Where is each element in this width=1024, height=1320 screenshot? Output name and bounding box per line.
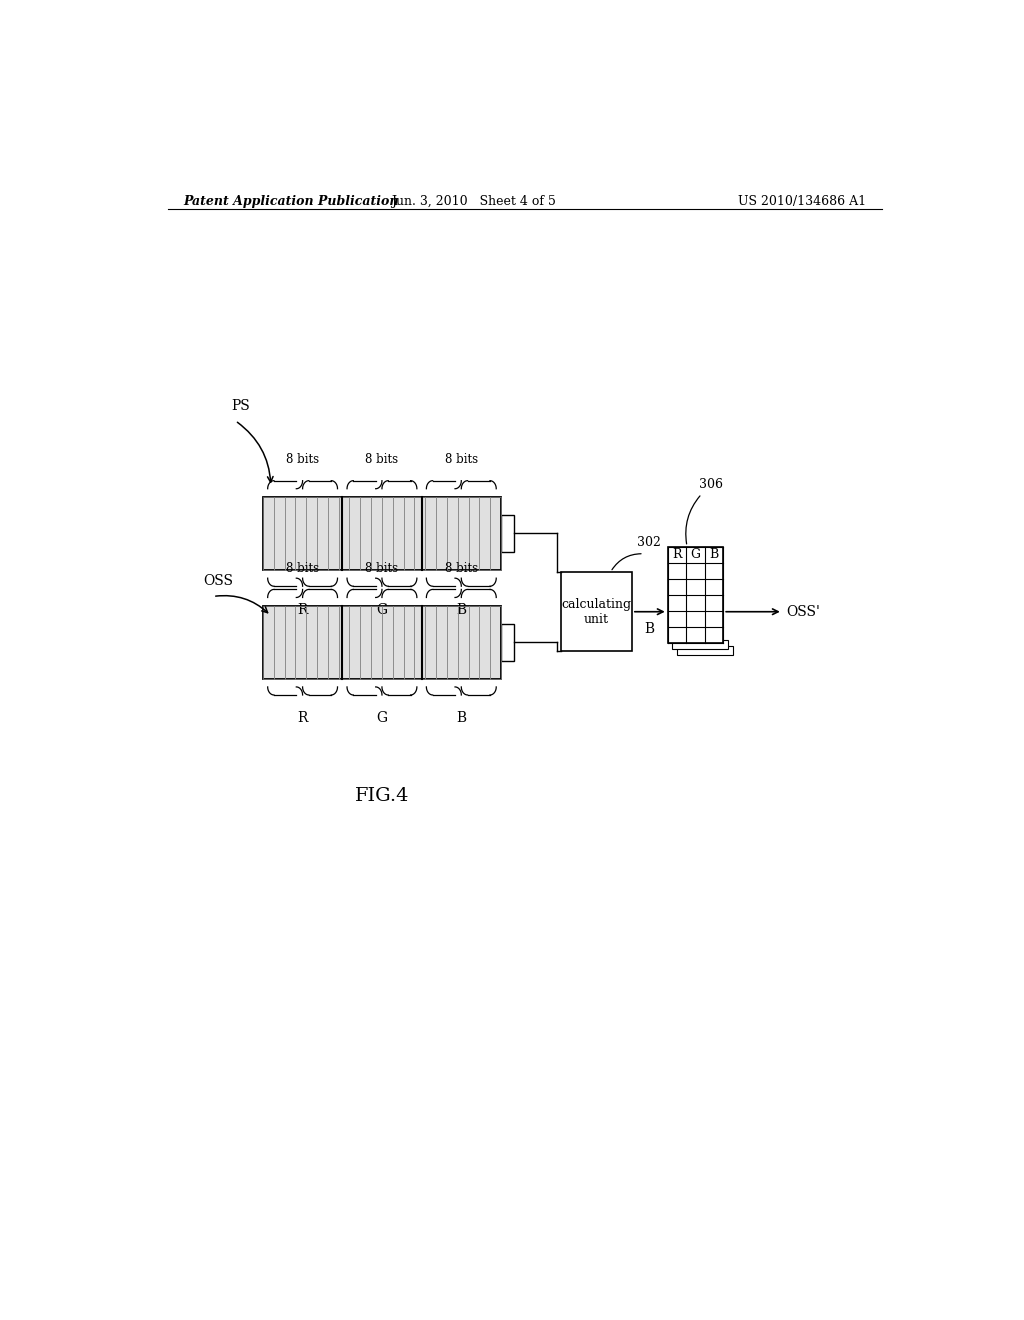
Bar (458, 496, 469, 570)
Bar (668, 627, 723, 643)
Text: R: R (297, 602, 308, 616)
Text: Jun. 3, 2010   Sheet 4 of 5: Jun. 3, 2010 Sheet 4 of 5 (391, 194, 556, 207)
Bar (285, 496, 295, 570)
Text: OSS: OSS (204, 574, 233, 589)
Bar (349, 496, 360, 570)
Bar (668, 611, 723, 627)
Bar (360, 606, 371, 678)
Bar (673, 640, 728, 649)
Bar (317, 496, 328, 570)
Bar (677, 645, 733, 656)
Bar (273, 496, 285, 570)
Bar (360, 496, 371, 570)
Bar (425, 606, 436, 678)
Text: PS: PS (231, 399, 250, 413)
Text: R: R (297, 711, 308, 725)
Bar (263, 606, 273, 678)
Text: R: R (672, 548, 682, 561)
Bar (403, 496, 415, 570)
Bar (425, 496, 436, 570)
Bar (339, 606, 349, 678)
Text: US 2010/134686 A1: US 2010/134686 A1 (738, 194, 866, 207)
Text: B: B (457, 711, 466, 725)
Bar (469, 606, 479, 678)
Text: 8 bits: 8 bits (366, 562, 398, 576)
Text: 302: 302 (638, 536, 662, 549)
Text: FIG.4: FIG.4 (354, 787, 410, 805)
Bar (339, 496, 349, 570)
Bar (328, 606, 339, 678)
Text: 306: 306 (699, 478, 723, 491)
Text: B: B (645, 622, 655, 636)
Bar (403, 606, 415, 678)
Bar (490, 606, 501, 678)
Text: OSS': OSS' (786, 605, 820, 619)
Bar (458, 606, 469, 678)
Bar (479, 496, 490, 570)
Bar (263, 496, 501, 570)
Bar (415, 496, 425, 570)
Text: Patent Application Publication: Patent Application Publication (183, 194, 399, 207)
Bar (393, 496, 403, 570)
Text: 8 bits: 8 bits (286, 453, 319, 466)
Bar (436, 496, 446, 570)
Text: 8 bits: 8 bits (286, 562, 319, 576)
Bar (263, 496, 273, 570)
Bar (263, 606, 501, 678)
Bar (295, 496, 306, 570)
Bar (501, 624, 514, 660)
Bar (371, 496, 382, 570)
Bar (668, 579, 723, 595)
Bar (446, 606, 458, 678)
Bar (560, 572, 632, 651)
Bar (382, 606, 393, 678)
Text: G: G (377, 711, 387, 725)
Bar (295, 606, 306, 678)
Bar (328, 496, 339, 570)
Text: B: B (457, 602, 466, 616)
Bar (371, 606, 382, 678)
Text: 8 bits: 8 bits (366, 453, 398, 466)
Bar (349, 606, 360, 678)
Bar (501, 515, 514, 552)
Text: B: B (710, 548, 719, 561)
Bar (382, 496, 393, 570)
Bar (306, 496, 317, 570)
Bar (668, 546, 723, 643)
Bar (469, 496, 479, 570)
Text: 8 bits: 8 bits (444, 453, 478, 466)
Bar (393, 606, 403, 678)
Bar (415, 606, 425, 678)
Bar (446, 496, 458, 570)
Bar (479, 606, 490, 678)
Bar (285, 606, 295, 678)
Bar (306, 606, 317, 678)
Bar (668, 562, 723, 579)
Text: G: G (377, 602, 387, 616)
Bar (668, 595, 723, 611)
Bar (436, 606, 446, 678)
Bar (490, 496, 501, 570)
Bar (317, 606, 328, 678)
Bar (273, 606, 285, 678)
Text: 8 bits: 8 bits (444, 562, 478, 576)
Text: calculating
unit: calculating unit (561, 598, 631, 626)
Text: G: G (690, 548, 700, 561)
